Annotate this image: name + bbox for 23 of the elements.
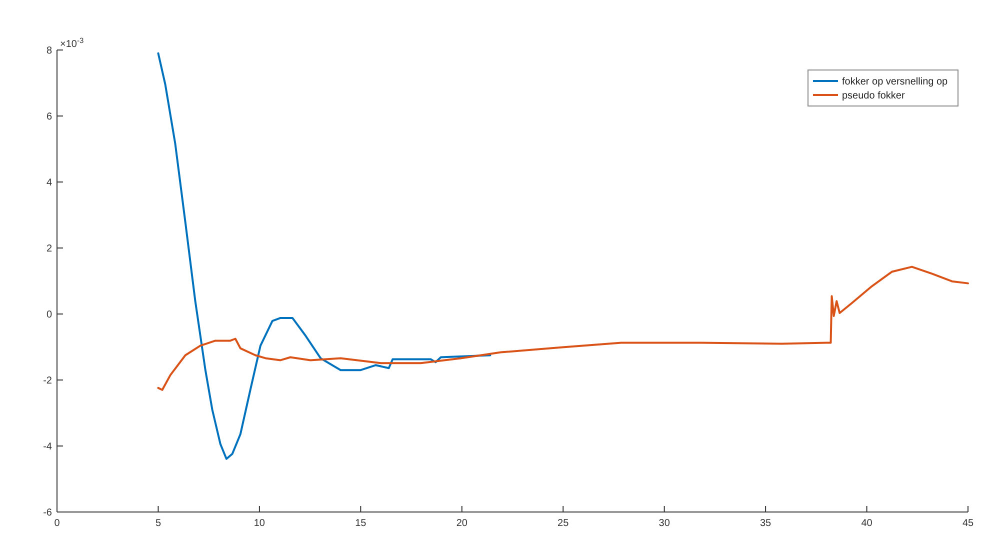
x-tick-label: 20 (456, 518, 468, 529)
x-tick-label: 35 (760, 518, 772, 529)
line-series (157, 266, 969, 391)
x-tick-label: 0 (54, 518, 60, 529)
y-tick-label: -2 (43, 376, 52, 386)
y-tick-label: -4 (43, 442, 52, 452)
x-tick-label: 30 (658, 518, 670, 529)
legend-label: fokker op versnelling op (842, 76, 948, 88)
x-tick-label: 10 (254, 518, 266, 529)
x-tick-label: 45 (962, 518, 974, 529)
y-tick-label: 8 (46, 46, 52, 56)
legend-label: pseudo fokker (842, 90, 906, 102)
y-tick-label: 0 (46, 310, 52, 320)
x-tick-label: 5 (155, 518, 162, 529)
y-tick-label: 6 (46, 112, 52, 122)
x-tick-label: 25 (558, 518, 570, 529)
line-series (157, 52, 492, 460)
y-tick-label: 4 (46, 178, 52, 188)
annotation: ×10$^{-3}$ (60, 36, 84, 50)
y-tick-label: 2 (46, 244, 52, 254)
x-tick-label: 15 (355, 518, 367, 529)
y-tick-label: -6 (43, 508, 52, 518)
x-tick-label: 40 (861, 518, 873, 529)
